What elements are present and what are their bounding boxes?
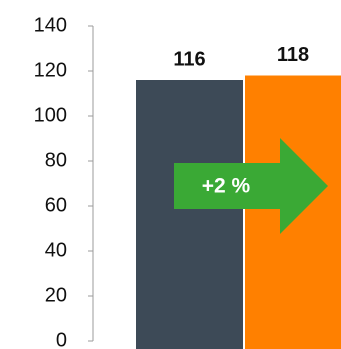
bar-value-label-2: 118 (277, 44, 309, 66)
change-arrow: +2 % (174, 138, 328, 234)
bar-1 (136, 80, 243, 349)
y-axis: 0 20 40 60 80 100 120 140 (34, 14, 94, 349)
y-tick-label: 100 (34, 104, 67, 126)
bars (136, 75, 341, 349)
value-labels: 116 118 (173, 44, 309, 71)
bar-value-label-1: 116 (173, 48, 205, 70)
y-ticks: 0 20 40 60 80 100 120 140 (34, 14, 93, 349)
y-tick-label: 0 (56, 329, 67, 349)
y-tick-label: 20 (45, 284, 67, 306)
y-tick-label: 60 (45, 194, 67, 216)
y-tick-label: 120 (34, 59, 67, 81)
y-tick-label: 140 (34, 14, 67, 36)
arrow-label: +2 % (202, 175, 251, 198)
arrow-shape (174, 138, 328, 234)
y-tick-label: 80 (45, 149, 67, 171)
y-tick-label: 40 (45, 239, 67, 261)
